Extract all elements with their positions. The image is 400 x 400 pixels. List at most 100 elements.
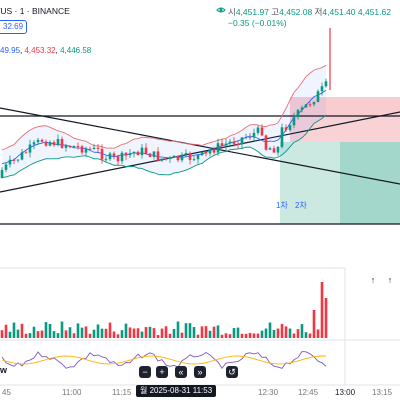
candle-body — [228, 141, 232, 144]
candle-body — [296, 109, 300, 118]
volume-bar — [228, 334, 232, 338]
candle-body — [312, 102, 316, 105]
candle-body — [288, 125, 292, 131]
candle-body — [280, 127, 284, 147]
marker-second[interactable]: 2차 — [295, 201, 307, 210]
candle-body — [260, 127, 264, 136]
volume-bar — [224, 333, 228, 338]
symbol-title[interactable]: /US · 1 · BINANCE — [0, 6, 70, 16]
candle-body — [40, 139, 44, 142]
zoom-out-button[interactable]: − — [139, 366, 151, 378]
indicator-value-upper: 4,453.32 — [24, 46, 56, 55]
volume-bar — [112, 331, 116, 338]
candle-body — [204, 151, 208, 154]
volume-bar — [196, 334, 200, 338]
candle-body — [96, 147, 100, 149]
candle-body — [120, 152, 124, 162]
volume-bar — [220, 334, 224, 338]
indicator-value-lower: 4,446.58 — [60, 46, 92, 55]
candle-body — [320, 86, 324, 92]
time-label: 11:15 — [112, 388, 132, 397]
volume-bar — [0, 330, 4, 338]
scroll-forward-button[interactable]: » — [194, 366, 206, 378]
volume-bar — [212, 326, 216, 338]
indicator-value-basis: 49.95 — [0, 46, 21, 55]
volume-bar — [144, 327, 148, 338]
candle-body — [152, 151, 156, 157]
volume-bar — [236, 327, 240, 338]
volume-bar — [132, 328, 136, 338]
candle-body — [292, 117, 296, 126]
volume-bar — [284, 326, 288, 338]
volume-bar — [104, 328, 108, 338]
marker-first[interactable]: 1차 — [276, 201, 288, 210]
candle-body — [24, 152, 28, 154]
volume-bar — [68, 327, 72, 338]
arrow-up-icon[interactable]: ↑ — [370, 275, 376, 285]
volume-bar — [40, 330, 44, 338]
candle-body — [220, 143, 224, 146]
candle-body — [20, 152, 24, 160]
volume-bar — [312, 310, 316, 338]
candle-body — [84, 148, 88, 153]
candle-body — [12, 159, 16, 161]
volume-bar — [128, 327, 132, 338]
pane-maximize-icon[interactable]: ↑ — [387, 275, 393, 285]
low-value: 4,451.40 — [322, 7, 356, 17]
candle-body — [264, 135, 268, 150]
time-label: 13:00 — [335, 388, 356, 397]
close-value: 4,451.62 — [357, 7, 391, 17]
candle-body — [132, 151, 136, 154]
candle-body — [48, 142, 52, 146]
candle-body — [184, 153, 188, 155]
entry-zone — [290, 117, 400, 142]
eye-icon[interactable] — [216, 5, 226, 15]
volume-bar — [180, 332, 184, 338]
candle-body — [232, 141, 236, 144]
open-value: 4,451.97 — [235, 7, 269, 17]
candle-body — [324, 81, 328, 87]
volume-bars — [0, 282, 328, 338]
volume-bar — [168, 333, 172, 338]
candle-body — [136, 151, 140, 156]
oscillator-fast-line — [1, 351, 327, 369]
candle-body — [300, 107, 304, 110]
volume-bar — [60, 321, 64, 338]
time-label: 11:00 — [62, 388, 82, 397]
volume-bar — [256, 333, 260, 338]
candle-body — [44, 141, 48, 146]
candle-body — [72, 145, 76, 148]
candle-body — [80, 146, 84, 153]
candle-body — [196, 155, 200, 160]
volume-bar — [100, 328, 104, 338]
oscillator-lines — [1, 351, 327, 369]
scroll-back-button[interactable]: « — [175, 366, 187, 378]
candle-body — [156, 151, 160, 161]
candle-body — [168, 157, 172, 159]
reset-chart-icon[interactable]: ↺ — [226, 366, 238, 378]
candle-body — [224, 143, 228, 146]
candle-body — [284, 127, 288, 131]
candle-body — [212, 149, 216, 153]
volume-bar — [268, 322, 272, 338]
target-profit-zone-dark — [340, 142, 400, 224]
candle-body — [112, 153, 116, 157]
volume-bar — [324, 298, 328, 338]
volume-bar — [52, 331, 56, 338]
volume-bar — [44, 322, 48, 338]
candle-body — [216, 143, 220, 153]
volume-bar — [292, 333, 296, 338]
candle-body — [64, 145, 68, 148]
volume-bar — [308, 333, 312, 338]
volume-bar — [136, 328, 140, 338]
oscillator-slow-line — [1, 355, 327, 365]
zoom-in-button[interactable]: + — [156, 366, 168, 378]
candle-body — [244, 137, 248, 139]
basis-line — [1, 89, 327, 165]
candle-body — [172, 155, 176, 158]
high-value: 4,452.08 — [279, 7, 313, 17]
volume-bar — [164, 326, 168, 338]
price-tag: 32.69 — [0, 20, 28, 34]
volume-bar — [172, 328, 176, 338]
